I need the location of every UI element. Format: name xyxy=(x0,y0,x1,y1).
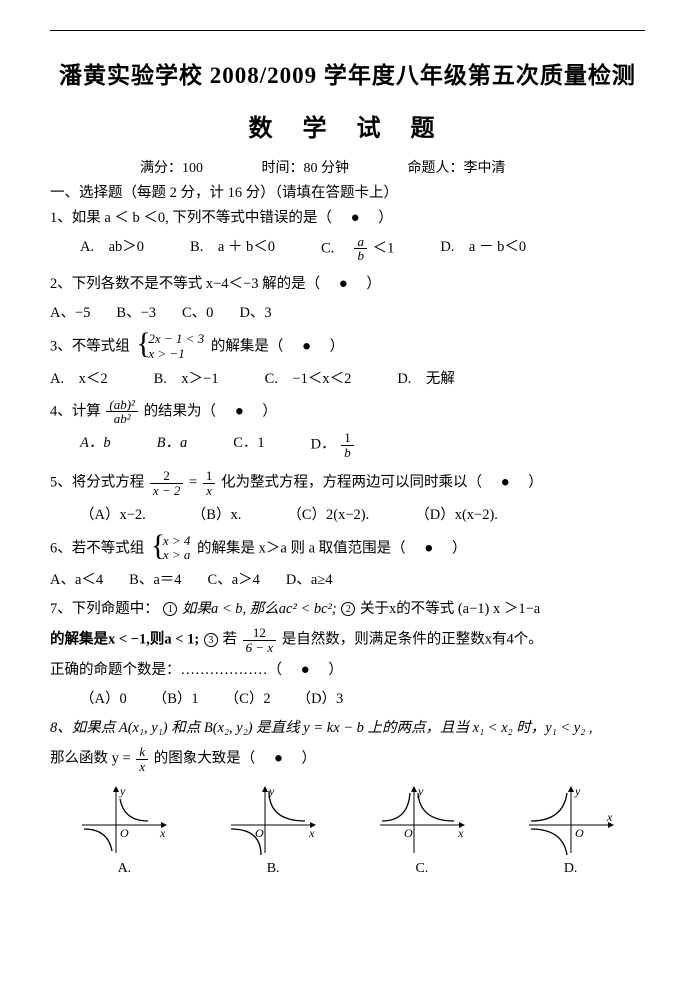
q2-opt-c: C、0 xyxy=(182,301,213,322)
choice-blank-icon: ● xyxy=(287,338,326,354)
q6-opt-a: A、a＜4 xyxy=(50,568,103,589)
question-2: 2、下列各数不是不等式 x−4＜−3 解的是（ ● ） xyxy=(50,273,645,296)
q7-opt-a: （A）0 xyxy=(80,687,127,708)
q6-opt-b: B、a＝4 xyxy=(129,568,181,589)
circled-1-icon: 1 xyxy=(163,602,177,616)
q1-opt-d: D. a － b＜0 xyxy=(440,235,526,263)
question-7: 7、下列命题中： 1 如果a < b, 那么ac² < bc²; 2 关于x的不… xyxy=(50,599,645,621)
hyperbola-left-icon: y x O xyxy=(523,781,619,859)
question-3: 3、不等式组 2x − 1 < 3 x > −1 的解集是（ ● ） xyxy=(50,332,645,362)
q3-opt-b: B. x＞−1 xyxy=(154,367,219,388)
graph-c: y x O C. xyxy=(374,781,470,877)
page-title: 潘黄实验学校 2008/2009 学年度八年级第五次质量检测 xyxy=(50,56,645,90)
section-1-heading: 一、选择题（每题 2 分，计 16 分）（请填在答题卡上） xyxy=(50,181,645,202)
q6-opt-c: C、a＞4 xyxy=(208,568,260,589)
time-limit: 时间：80 分钟 xyxy=(262,157,350,177)
question-5: 5、将分式方程 2 x − 2 = 1 x 化为整式方程，方程两边可以同时乘以（… xyxy=(50,469,645,497)
q3-opt-d: D. 无解 xyxy=(397,367,455,388)
svg-text:y: y xyxy=(119,784,126,798)
q7-opt-b: （B）1 xyxy=(153,687,199,708)
q3-options: A. x＜2 B. x＞−1 C. −1＜x＜2 D. 无解 xyxy=(50,367,645,388)
graph-a-label: A. xyxy=(76,861,172,877)
author: 命题人：李中清 xyxy=(408,157,506,177)
full-score: 满分：100 xyxy=(140,157,203,177)
q7-options: （A）0 （B）1 （C）2 （D）3 xyxy=(80,687,645,708)
question-8-line1: 8、如果点 A(x₁, y₁) 和点 B(x₂, y₂) 是直线 y = kx … xyxy=(50,718,645,740)
q1-opt-a: A. ab＞0 xyxy=(80,235,144,263)
top-rule xyxy=(50,30,645,31)
graph-d: y x O D. xyxy=(523,781,619,877)
question-7-line2: 的解集是x < −1,则a < 1; 3 若 12 6 − x 是自然数，则满足… xyxy=(50,626,645,654)
fraction: 12 6 − x xyxy=(243,626,277,654)
q4-opt-a: A．b xyxy=(80,431,111,459)
q2-options: A、−5 B、−3 C、0 D、3 xyxy=(50,301,645,322)
q4-opt-d: D． 1 b xyxy=(311,431,356,459)
q5-opt-d: （D）x(x−2). xyxy=(415,503,498,524)
q5-options: （A）x−2. （B）x. （C）2(x−2). （D）x(x−2). xyxy=(80,503,645,524)
q5-opt-b: （B）x. xyxy=(192,503,242,524)
question-1: 1、如果 a ＜ b ＜0, 下列不等式中错误的是（ ● ） xyxy=(50,207,645,230)
choice-blank-icon: ● xyxy=(324,276,363,292)
q8-graphs: y x O A. y x O B. y xyxy=(50,781,645,877)
q4-options: A．b B．a C．1 D． 1 b xyxy=(80,431,645,459)
circled-2-icon: 2 xyxy=(341,602,355,616)
q5-opt-c: （C）2(x−2). xyxy=(287,503,369,524)
graph-b: y x O B. xyxy=(225,781,321,877)
question-6: 6、若不等式组 x > 4 x > a 的解集是 x＞a 则 a 取值范围是（ … xyxy=(50,534,645,564)
q5-opt-a: （A）x−2. xyxy=(80,503,146,524)
q2-opt-a: A、−5 xyxy=(50,301,90,322)
svg-text:O: O xyxy=(404,826,413,840)
q6-opt-d: D、a≥4 xyxy=(286,568,333,589)
svg-text:x: x xyxy=(308,826,315,840)
q7-opt-d: （D）3 xyxy=(297,687,344,708)
svg-text:x: x xyxy=(457,826,464,840)
choice-blank-icon: ● xyxy=(286,662,325,678)
fraction: a b xyxy=(354,235,367,263)
choice-blank-icon: ● xyxy=(486,475,525,491)
page-subtitle: 数 学 试 题 xyxy=(50,108,645,143)
fraction: (ab)² ab² xyxy=(106,398,138,426)
fraction: 1 x xyxy=(203,469,216,497)
circled-3-icon: 3 xyxy=(204,633,218,647)
choice-blank-icon: ● xyxy=(220,403,259,419)
q2-opt-d: D、3 xyxy=(239,301,271,322)
choice-blank-icon: ● xyxy=(409,540,448,556)
graph-b-label: B. xyxy=(225,861,321,877)
choice-blank-icon: ● xyxy=(336,210,375,226)
hyperbola-q1q3-icon: y x O xyxy=(225,781,321,859)
question-7-tail: 正确的命题个数是：………………（ ● ） xyxy=(50,659,645,682)
fraction: k x xyxy=(136,745,148,773)
question-8-line2: 那么函数 y = k x 的图象大致是（ ● ） xyxy=(50,745,645,773)
exam-info-line: 满分：100 时间：80 分钟 命题人：李中清 xyxy=(50,157,645,177)
svg-text:O: O xyxy=(575,826,584,840)
q7-opt-c: （C）2 xyxy=(225,687,271,708)
svg-text:O: O xyxy=(255,826,264,840)
svg-text:x: x xyxy=(159,826,166,840)
q1-options: A. ab＞0 B. a ＋ b＜0 C. a b ＜1 D. a － b＜0 xyxy=(80,235,645,263)
graph-d-label: D. xyxy=(523,861,619,877)
q3-opt-a: A. x＜2 xyxy=(50,367,108,388)
graph-a: y x O A. xyxy=(76,781,172,877)
svg-text:y: y xyxy=(574,784,581,798)
q2-opt-b: B、−3 xyxy=(116,301,156,322)
hyperbola-q1q2-icon: y x O xyxy=(374,781,470,859)
svg-text:x: x xyxy=(606,810,613,824)
system-brace: x > 4 x > a xyxy=(151,534,191,564)
q1-opt-c: C. a b ＜1 xyxy=(321,235,394,263)
q3-opt-c: C. −1＜x＜2 xyxy=(265,367,352,388)
q6-options: A、a＜4 B、a＝4 C、a＞4 D、a≥4 xyxy=(50,568,645,589)
hyperbola-q2q4-icon: y x O xyxy=(76,781,172,859)
q1-opt-b: B. a ＋ b＜0 xyxy=(190,235,275,263)
system-brace: 2x − 1 < 3 x > −1 xyxy=(136,332,204,362)
fraction: 2 x − 2 xyxy=(150,469,184,497)
question-4: 4、计算 (ab)² ab² 的结果为（ ● ） xyxy=(50,398,645,426)
svg-text:O: O xyxy=(120,826,129,840)
choice-blank-icon: ● xyxy=(259,750,298,766)
fraction: 1 b xyxy=(341,431,354,459)
graph-c-label: C. xyxy=(374,861,470,877)
svg-text:y: y xyxy=(417,784,424,798)
q4-opt-b: B．a xyxy=(157,431,188,459)
svg-text:y: y xyxy=(268,784,275,798)
q4-opt-c: C．1 xyxy=(233,431,264,459)
